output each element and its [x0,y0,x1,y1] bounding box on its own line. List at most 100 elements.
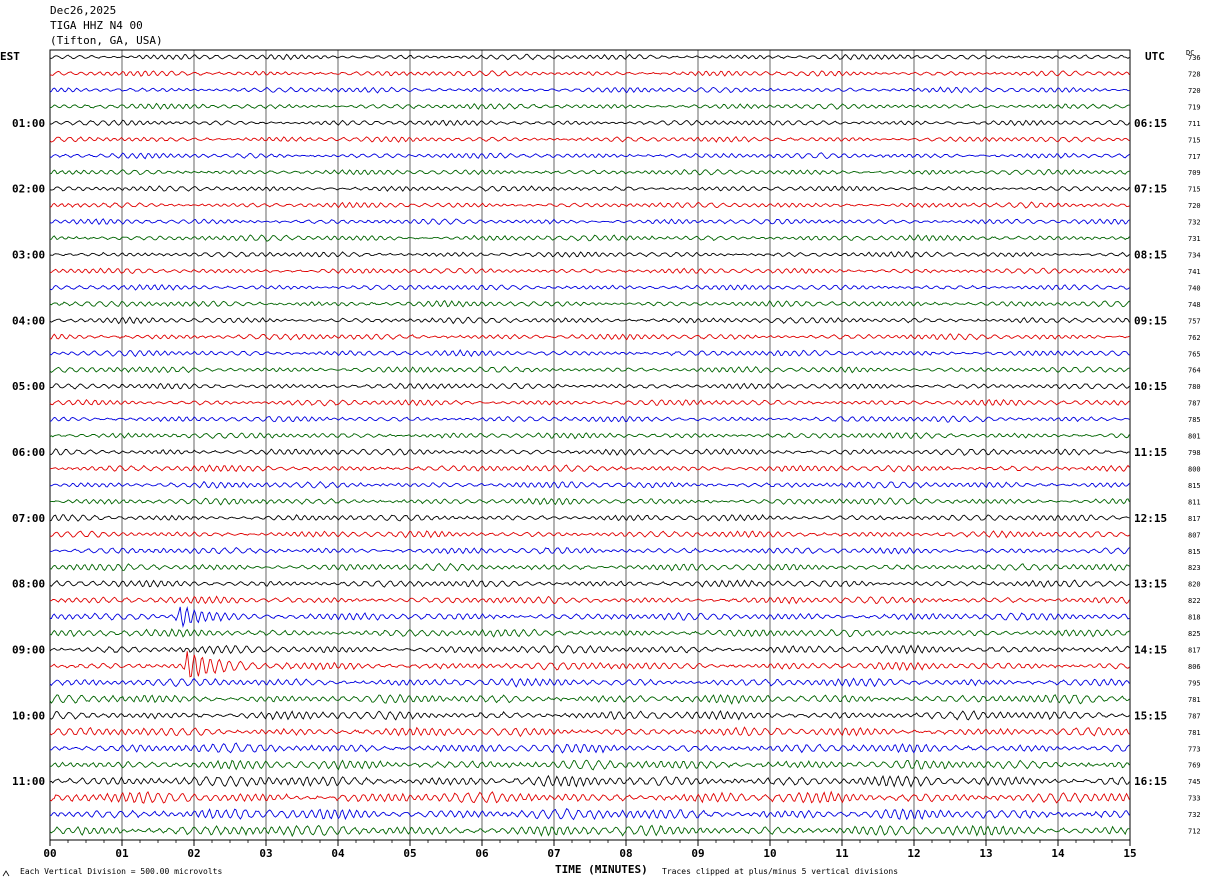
dc-offset-label: 715 [1188,186,1201,194]
x-tick-label: 08 [619,847,632,860]
utc-zone-label: UTC [1145,50,1165,63]
trace-row [49,152,1130,160]
trace-row [49,185,1130,192]
est-hour-label: 09:00 [12,644,45,657]
trace-row [49,316,1130,325]
est-hour-label: 04:00 [12,314,45,327]
trace-row [49,547,1130,555]
trace-row [49,349,1130,358]
est-hour-label: 01:00 [12,117,45,130]
trace-row [49,234,1130,242]
dc-offset-label: 820 [1188,581,1201,589]
trace-row [49,333,1130,341]
dc-offset-label: 817 [1188,647,1201,655]
x-tick-label: 05 [403,847,416,860]
dc-offset-label: 712 [1188,828,1201,836]
trace-row [49,448,1130,456]
trace-row [49,168,1130,176]
trace-row [49,70,1130,77]
trace-row [49,710,1130,721]
dc-offset-label: 773 [1188,745,1201,753]
x-tick-label: 13 [979,847,992,860]
dc-offset-label: 781 [1188,696,1201,704]
est-hour-label: 07:00 [12,512,45,525]
dc-offset-label: 732 [1188,219,1201,227]
clip-note: Traces clipped at plus/minus 5 vertical … [662,867,899,876]
trace-row [50,808,1130,821]
x-tick-label: 09 [691,847,704,860]
x-tick-label: 12 [907,847,920,860]
x-tick-label: 01 [115,847,129,860]
dc-offset-label: 780 [1188,383,1201,391]
trace-row [49,250,1130,258]
station-location: (Tifton, GA, USA) [50,34,163,47]
dc-offset-label: 815 [1188,548,1201,556]
dc-offset-label: 741 [1188,268,1201,276]
trace-row [49,366,1130,374]
x-tick-label: 04 [331,847,345,860]
plot-frame [49,49,1131,841]
dc-offset-label: 717 [1188,153,1201,161]
x-tick-label: 02 [187,847,200,860]
dc-offset-label: 762 [1188,334,1201,342]
dc-offset-label: 801 [1188,433,1201,441]
trace-row [49,432,1130,440]
trace-row [49,579,1130,589]
trace-row [49,267,1130,275]
dc-offset-label: 781 [1188,729,1201,737]
trace-row [49,530,1130,539]
trace-row [49,398,1130,407]
dc-offset-label: 787 [1188,712,1201,720]
est-hour-label: 06:00 [12,446,45,459]
dc-offset-label: 748 [1188,301,1201,309]
dc-offset-label: 769 [1188,762,1201,770]
utc-hour-label: 09:15 [1134,314,1167,327]
dc-offset-label: 709 [1188,169,1201,177]
dc-offset-label: 764 [1188,367,1201,375]
trace-row [49,201,1130,209]
dc-offset-label: 740 [1188,284,1201,292]
trace-row [50,497,1130,506]
dc-offset-label: 736 [1188,54,1201,62]
dc-offset-label: 719 [1188,103,1201,111]
x-tick-label: 10 [763,847,776,860]
dc-offset-label: 785 [1188,416,1201,424]
x-axis-label: TIME (MINUTES) [555,863,648,876]
trace-row [49,382,1130,390]
corner-mark-icon [2,870,10,877]
trace-row [49,218,1130,226]
x-tick-label: 03 [259,847,272,860]
trace-row [49,644,1130,655]
dc-offset-label: 720 [1188,87,1201,95]
dc-offset-label: 798 [1188,449,1201,457]
x-tick-label: 15 [1123,847,1136,860]
trace-row [49,759,1130,771]
est-hour-label: 03:00 [12,249,45,262]
est-hour-label: 10:00 [12,709,45,722]
dc-offset-label: 728 [1188,70,1201,78]
trace-row [49,790,1130,804]
dc-offset-label: 720 [1188,202,1201,210]
dc-offset-label: 822 [1188,597,1201,605]
x-tick-label: 11 [835,847,849,860]
dc-offset-label: 818 [1188,614,1201,622]
trace-row [50,595,1130,605]
dc-offset-label: 711 [1188,120,1201,128]
x-tick-label: 06 [475,847,489,860]
dc-offset-label: 757 [1188,317,1201,325]
est-hour-label: 02:00 [12,183,45,196]
plot-date: Dec26,2025 [50,4,117,17]
dc-offset-label: 795 [1188,679,1201,687]
dc-offset-label: 787 [1188,400,1201,408]
utc-hour-label: 10:15 [1134,380,1167,393]
trace-row [49,677,1130,688]
trace-row [49,135,1130,143]
x-tick-label: 07 [547,847,560,860]
utc-hour-label: 12:15 [1134,512,1167,525]
est-hour-label: 08:00 [12,578,45,591]
trace-row [49,86,1130,94]
trace-row [49,283,1130,291]
est-zone-label: EST [0,50,20,63]
dc-offset-label: 734 [1188,252,1201,260]
dc-offset-label: 732 [1188,811,1201,819]
